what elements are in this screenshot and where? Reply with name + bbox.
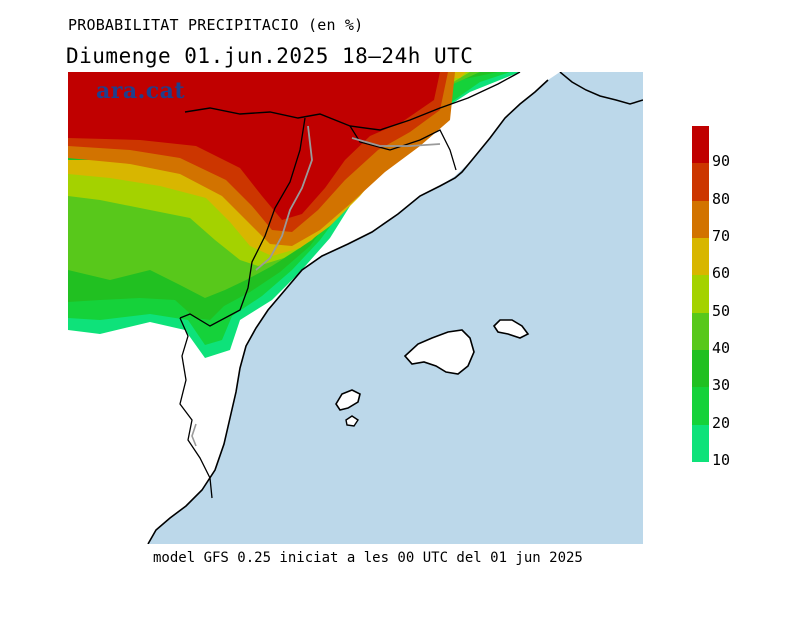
formentera-island bbox=[345, 415, 359, 427]
legend-swatch-80 bbox=[692, 163, 709, 202]
legend-tick-70: 70 bbox=[712, 227, 731, 245]
legend-swatch-90 bbox=[692, 126, 709, 164]
mallorca-island bbox=[403, 329, 475, 375]
legend-swatch-60 bbox=[692, 238, 709, 276]
legend-swatch-50 bbox=[692, 275, 709, 314]
color-legend: 90 80 70 60 50 40 30 20 10 bbox=[692, 126, 772, 469]
precip-band-90 bbox=[68, 72, 440, 220]
legend-tick-20: 20 bbox=[712, 413, 731, 432]
regional-border-2 bbox=[349, 125, 457, 171]
legend-tick-60: 60 bbox=[712, 264, 731, 283]
river-segre bbox=[351, 137, 441, 147]
river-south bbox=[191, 423, 197, 447]
legend-swatch-70 bbox=[692, 200, 709, 239]
legend-swatch-40 bbox=[692, 312, 709, 351]
river-ebre bbox=[255, 125, 313, 271]
menorca-island bbox=[492, 319, 530, 339]
chart-title: PROBABILITAT PRECIPITACIO (en %) bbox=[68, 16, 364, 34]
legend-tick-10: 10 bbox=[712, 451, 731, 469]
coastline bbox=[147, 79, 549, 544]
brand-logo: ara.cat bbox=[96, 78, 186, 104]
legend-tick-30: 30 bbox=[712, 376, 731, 395]
legend-swatch-20 bbox=[692, 387, 709, 426]
french-coast bbox=[559, 72, 643, 105]
regional-border bbox=[179, 117, 306, 327]
legend-swatch-30 bbox=[692, 350, 709, 388]
valencia-border bbox=[179, 317, 213, 499]
legend-swatch-10 bbox=[692, 424, 709, 463]
ibiza-island bbox=[335, 389, 361, 411]
legend-tick-50: 50 bbox=[712, 301, 731, 320]
model-info-footer: model GFS 0.25 iniciat a les 00 UTC del … bbox=[153, 550, 583, 566]
forecast-date-title: Diumenge 01.jun.2025 18—24h UTC bbox=[66, 44, 474, 68]
legend-tick-90: 90 bbox=[712, 152, 731, 171]
legend-tick-80: 80 bbox=[712, 189, 731, 208]
legend-tick-40: 40 bbox=[712, 339, 731, 357]
